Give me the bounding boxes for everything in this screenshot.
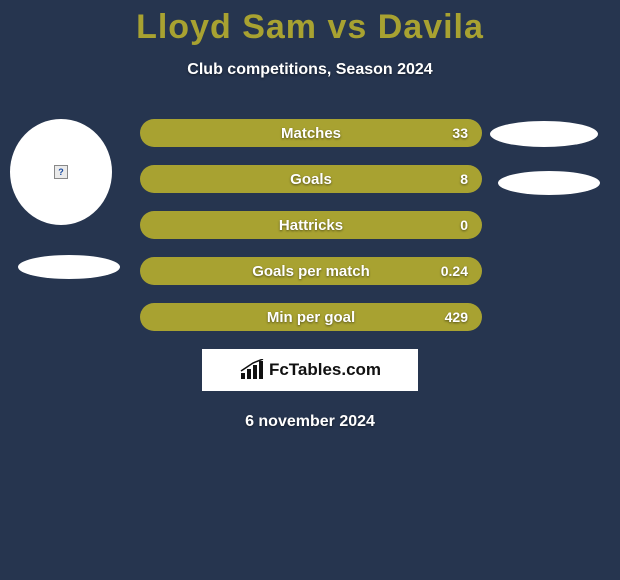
player-left-avatar: ?	[10, 119, 112, 225]
stat-bar: Matches 33	[140, 119, 482, 147]
brand-text: FcTables.com	[269, 360, 381, 380]
stat-label: Goals per match	[252, 263, 370, 280]
stat-value: 0	[460, 217, 468, 233]
stat-label: Hattricks	[279, 217, 343, 234]
title: Lloyd Sam vs Davila	[0, 0, 620, 47]
stat-value: 429	[445, 309, 468, 325]
image-placeholder-icon: ?	[54, 165, 68, 179]
stat-label: Matches	[281, 125, 341, 142]
stat-bar: Min per goal 429	[140, 303, 482, 331]
chart-icon	[239, 359, 265, 381]
player-right-ellipse-2	[498, 171, 600, 195]
stat-value: 0.24	[441, 263, 468, 279]
player-left-shadow	[18, 255, 120, 279]
stat-value: 33	[452, 125, 468, 141]
stat-bars: Matches 33 Goals 8 Hattricks 0 Goals per…	[140, 119, 482, 331]
stat-label: Min per goal	[267, 309, 355, 326]
date: 6 november 2024	[0, 413, 620, 431]
main-area: ? Matches 33 Goals 8 Hattricks 0 Goals p…	[0, 119, 620, 331]
stat-bar: Goals per match 0.24	[140, 257, 482, 285]
brand-box: FcTables.com	[202, 349, 418, 391]
stat-value: 8	[460, 171, 468, 187]
stat-bar: Hattricks 0	[140, 211, 482, 239]
comparison-card: Lloyd Sam vs Davila Club competitions, S…	[0, 0, 620, 580]
stat-label: Goals	[290, 171, 332, 188]
subtitle: Club competitions, Season 2024	[0, 61, 620, 79]
stat-bar: Goals 8	[140, 165, 482, 193]
player-right-ellipse-1	[490, 121, 598, 147]
